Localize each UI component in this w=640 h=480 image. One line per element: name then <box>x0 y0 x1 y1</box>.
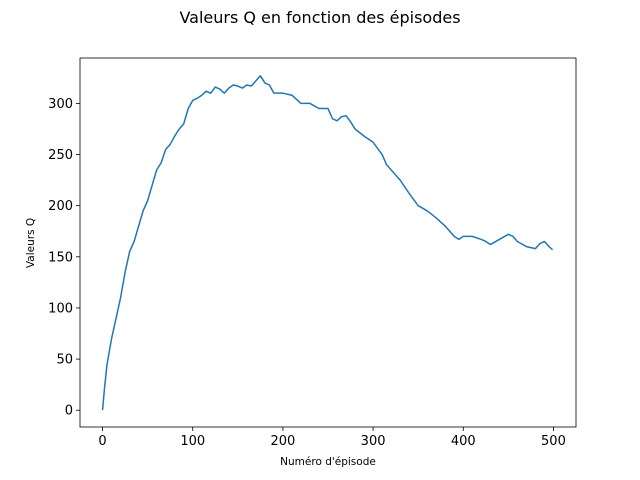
x-tick-label: 500 <box>541 434 566 449</box>
x-axis-label: Numéro d'épisode <box>280 456 376 468</box>
x-tick-label: 0 <box>98 434 106 449</box>
line-series <box>101 75 554 411</box>
y-tick-label: 300 <box>48 97 73 112</box>
y-axis-label: Valeurs Q <box>25 218 37 268</box>
y-tick-label: 0 <box>65 404 73 419</box>
plot-frame <box>79 57 577 428</box>
y-tick-label: 250 <box>48 148 73 163</box>
x-tick-label: 300 <box>361 434 386 449</box>
y-tick-label: 200 <box>48 199 73 214</box>
y-tick-label: 100 <box>48 301 73 316</box>
y-tick-label: 150 <box>48 250 73 265</box>
y-tick-label: 50 <box>56 353 73 368</box>
x-tick-label: 200 <box>270 434 295 449</box>
x-tick-label: 100 <box>180 434 205 449</box>
chart-title: Valeurs Q en fonction des épisodes <box>179 8 460 27</box>
x-tick-label: 400 <box>451 434 476 449</box>
